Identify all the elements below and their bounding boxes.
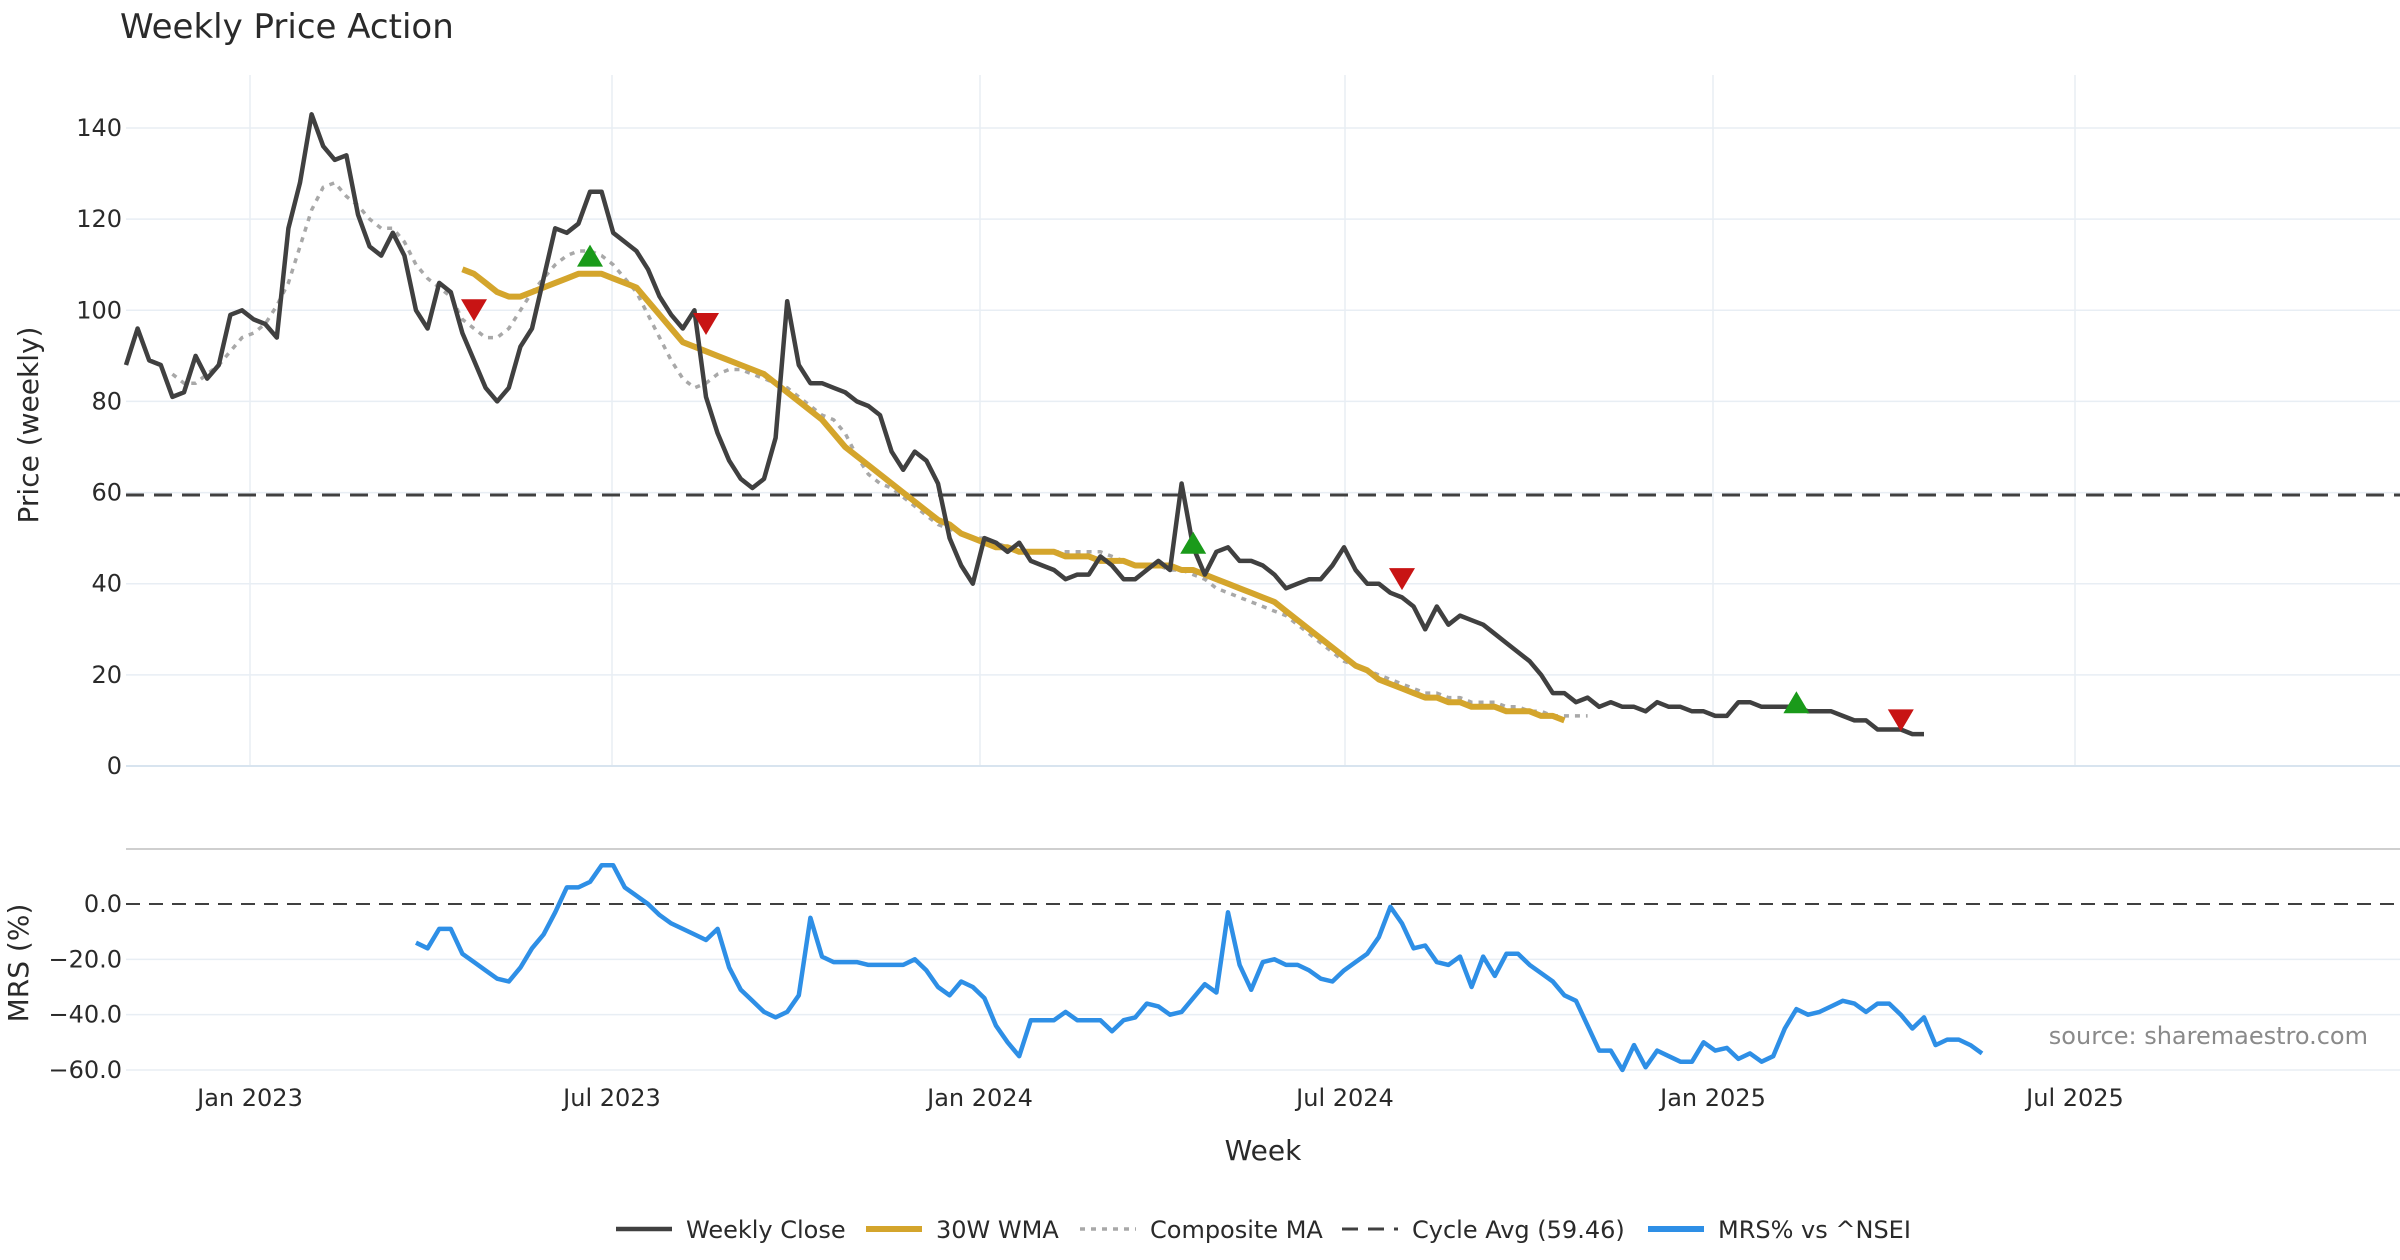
price-y-tick-label: 140 <box>76 114 122 142</box>
x-tick-label: Jul 2024 <box>1294 1084 1394 1112</box>
buy-signal-marker <box>577 244 603 267</box>
mrs-series-group <box>415 863 1984 1073</box>
sell-signal-marker <box>1887 709 1914 732</box>
x-tick-label: Jul 2025 <box>2024 1084 2124 1112</box>
sell-signal-marker <box>461 299 487 322</box>
series-composite <box>171 180 1588 718</box>
chart-title: Weekly Price Action <box>120 7 454 47</box>
buy-signal-marker <box>1783 691 1810 714</box>
price-y-tick-label: 0 <box>107 752 122 780</box>
price-y-tick-label: 120 <box>76 205 122 233</box>
sell-signal-marker <box>693 312 719 335</box>
price-y-ticks: 0 20 40 60 80 100 120 140 <box>76 114 122 780</box>
x-tick-label: Jan 2025 <box>1658 1084 1766 1112</box>
x-tick-label: Jan 2024 <box>925 1084 1033 1112</box>
mrs-y-tick-label: −60.0 <box>48 1056 122 1084</box>
sell-signal-marker <box>1389 568 1415 591</box>
legend-label: Weekly Close <box>686 1216 846 1244</box>
legend-label: MRS% vs ^NSEI <box>1718 1216 1911 1244</box>
series-weekly-close <box>123 112 1924 737</box>
price-y-tick-label: 60 <box>91 479 122 507</box>
price-y-tick-label: 80 <box>91 387 122 415</box>
price-y-tick-label: 100 <box>76 296 122 324</box>
x-axis-label: Week <box>1225 1134 1302 1167</box>
mrs-y-tick-label: −40.0 <box>48 1001 122 1029</box>
mrs-grid <box>126 958 2400 1071</box>
x-tick-label: Jul 2023 <box>561 1084 661 1112</box>
price-grid <box>126 75 2400 767</box>
price-y-tick-label: 20 <box>91 661 122 689</box>
price-y-tick-label: 40 <box>91 570 122 598</box>
price-y-axis-label: Price (weekly) <box>12 327 45 524</box>
legend-label: 30W WMA <box>936 1216 1059 1244</box>
series-mrs <box>415 863 1984 1073</box>
mrs-y-ticks: 0.0 −20.0 −40.0 −60.0 <box>48 890 122 1084</box>
mrs-y-tick-label: 0.0 <box>84 890 122 918</box>
buy-signal-marker <box>1180 531 1207 554</box>
x-tick-labels: Jan 2023 Jul 2023 Jan 2024 Jul 2024 Jan 2025… <box>195 1084 2124 1112</box>
signal-markers <box>461 244 1914 732</box>
mrs-y-tick-label: −20.0 <box>48 945 122 973</box>
legend: Weekly Close 30W WMA Composite MA Cycle Avg… <box>616 1216 1911 1244</box>
mrs-y-axis-label: MRS (%) <box>2 904 35 1023</box>
legend-label: Composite MA <box>1150 1216 1323 1244</box>
legend-label: Cycle Avg (59.46) <box>1412 1216 1625 1244</box>
x-tick-label: Jan 2023 <box>195 1084 303 1112</box>
price-series-group <box>123 112 1924 737</box>
source-note: source: sharemaestro.com <box>2049 1022 2368 1050</box>
